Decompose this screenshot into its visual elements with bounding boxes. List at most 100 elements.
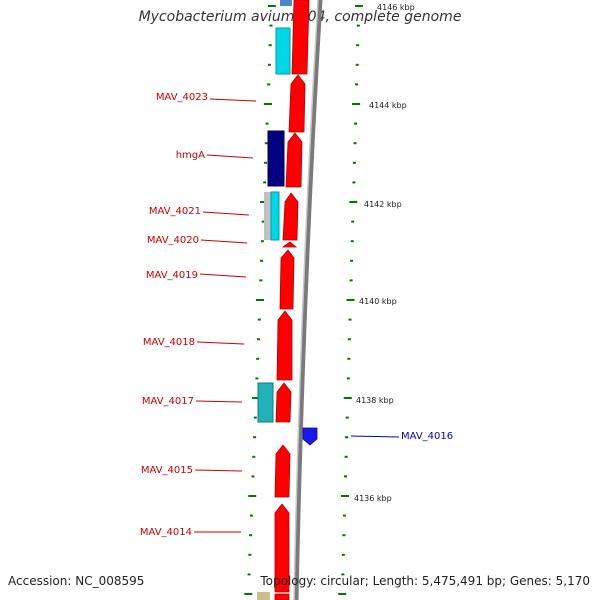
forward-gene-arrow[interactable] (274, 503, 290, 593)
kbp-label: 4144 kbp (369, 101, 407, 110)
kbp-label: 4142 kbp (364, 200, 402, 209)
gene-labels: MAV_4023 hmgA MAV_4021 MAV_4020 MAV_4019… (140, 92, 453, 538)
inner-tick (263, 181, 267, 184)
forward-gene-track (274, 0, 310, 600)
outer-tick (354, 5, 363, 7)
outer-tick (355, 63, 359, 66)
inner-tick (264, 161, 267, 164)
inner-tick (256, 357, 260, 360)
inner-tick (260, 240, 264, 243)
inner-tick (267, 83, 271, 86)
backbone-arc (293, 0, 323, 600)
inner-tick (264, 142, 268, 145)
backbone-arc-highlight (293, 0, 319, 600)
gene-label[interactable]: MAV_4015 (141, 465, 193, 476)
forward-gene-arrow[interactable] (285, 132, 303, 188)
inner-tick (256, 299, 264, 301)
outer-tick (344, 475, 347, 478)
outer-tick (346, 299, 355, 301)
gene-label[interactable]: MAV_4017 (142, 396, 194, 407)
tan-feature (257, 592, 270, 600)
gene-label[interactable]: MAV_4023 (156, 92, 208, 103)
gray-feature (264, 192, 272, 240)
outer-tick (345, 416, 349, 419)
outer-tick (344, 455, 348, 458)
outer-tick (346, 377, 350, 380)
cyan-feature-2 (270, 191, 280, 241)
forward-gene-arrow[interactable] (288, 74, 306, 133)
inner-tick (244, 593, 253, 595)
forward-gene-arrow[interactable] (291, 0, 310, 75)
inner-tick (253, 436, 257, 439)
label-leaders (194, 98, 400, 533)
teal-feature (257, 382, 274, 423)
inner-tick (259, 279, 263, 282)
outer-tick (352, 181, 356, 184)
inner-tick-marks (244, 5, 276, 595)
gene-label[interactable]: MAV_4021 (149, 206, 201, 217)
outer-tick (350, 240, 354, 243)
gene-label[interactable]: MAV_4016 (401, 431, 453, 442)
outer-tick (341, 553, 345, 556)
outer-tick (347, 338, 351, 341)
inner-tick (249, 514, 253, 517)
accession-text: Accession: NC_008595 (8, 574, 145, 588)
forward-gene-arrow[interactable] (282, 192, 299, 241)
inner-tick (249, 534, 253, 537)
outer-tick (343, 397, 352, 399)
outer-tick (342, 514, 346, 517)
inner-tick (255, 377, 259, 380)
outer-tick-marks (338, 5, 363, 595)
inner-tick (267, 5, 276, 7)
outer-tick (350, 259, 354, 262)
inner-tick (267, 63, 271, 66)
kbp-label: 4146 kbp (377, 3, 415, 12)
outer-tick (341, 573, 345, 576)
inner-tick (248, 495, 257, 497)
outer-tick (356, 44, 360, 47)
gene-label[interactable]: MAV_4020 (147, 235, 199, 246)
forward-gene-arrow[interactable] (274, 593, 290, 600)
reverse-gene-track (302, 427, 318, 446)
outer-tick (352, 161, 356, 164)
forward-gene-arrow[interactable] (274, 444, 291, 498)
forward-gene-arrow[interactable] (279, 249, 295, 310)
navy-feature (267, 130, 285, 187)
inner-tick (269, 24, 273, 27)
outer-tick (345, 436, 349, 439)
outer-tick (349, 279, 353, 282)
genome-summary-text: Topology: circular; Length: 5,475,491 bp… (260, 574, 590, 588)
outer-tick (342, 534, 346, 537)
gene-label[interactable]: MAV_4019 (146, 270, 198, 281)
inner-tick (251, 475, 255, 478)
outer-tick (352, 103, 361, 105)
inner-tick (261, 220, 265, 223)
cyan-feature-top (280, 0, 292, 6)
forward-gene-arrow[interactable] (275, 382, 292, 423)
forward-gene-arrow[interactable] (281, 241, 298, 248)
kbp-label: 4140 kbp (359, 297, 397, 306)
gene-label[interactable]: MAV_4014 (140, 527, 192, 538)
inner-tick (263, 103, 272, 105)
inner-tick (260, 259, 264, 262)
outer-tick (341, 495, 349, 497)
reverse-gene-arrow[interactable] (302, 427, 318, 446)
outer-tick (348, 318, 352, 321)
scale-labels: 4146 kbp 4144 kbp 4142 kbp 4140 kbp 4138… (354, 3, 415, 503)
inner-tick (253, 416, 257, 419)
outer-tick (353, 142, 357, 145)
inner-tick (248, 553, 252, 556)
outer-tick (354, 122, 357, 125)
gene-label[interactable]: MAV_4018 (143, 337, 195, 348)
gene-label[interactable]: hmgA (176, 150, 205, 161)
inner-tick (257, 318, 261, 321)
inner-tick (252, 455, 256, 458)
forward-gene-arrow[interactable] (276, 310, 293, 381)
inner-tick (265, 122, 269, 125)
inner-tick (257, 338, 260, 341)
kbp-label: 4138 kbp (356, 396, 394, 405)
inner-tick (268, 44, 272, 47)
outer-tick (355, 83, 359, 86)
outer-tick (349, 201, 358, 203)
